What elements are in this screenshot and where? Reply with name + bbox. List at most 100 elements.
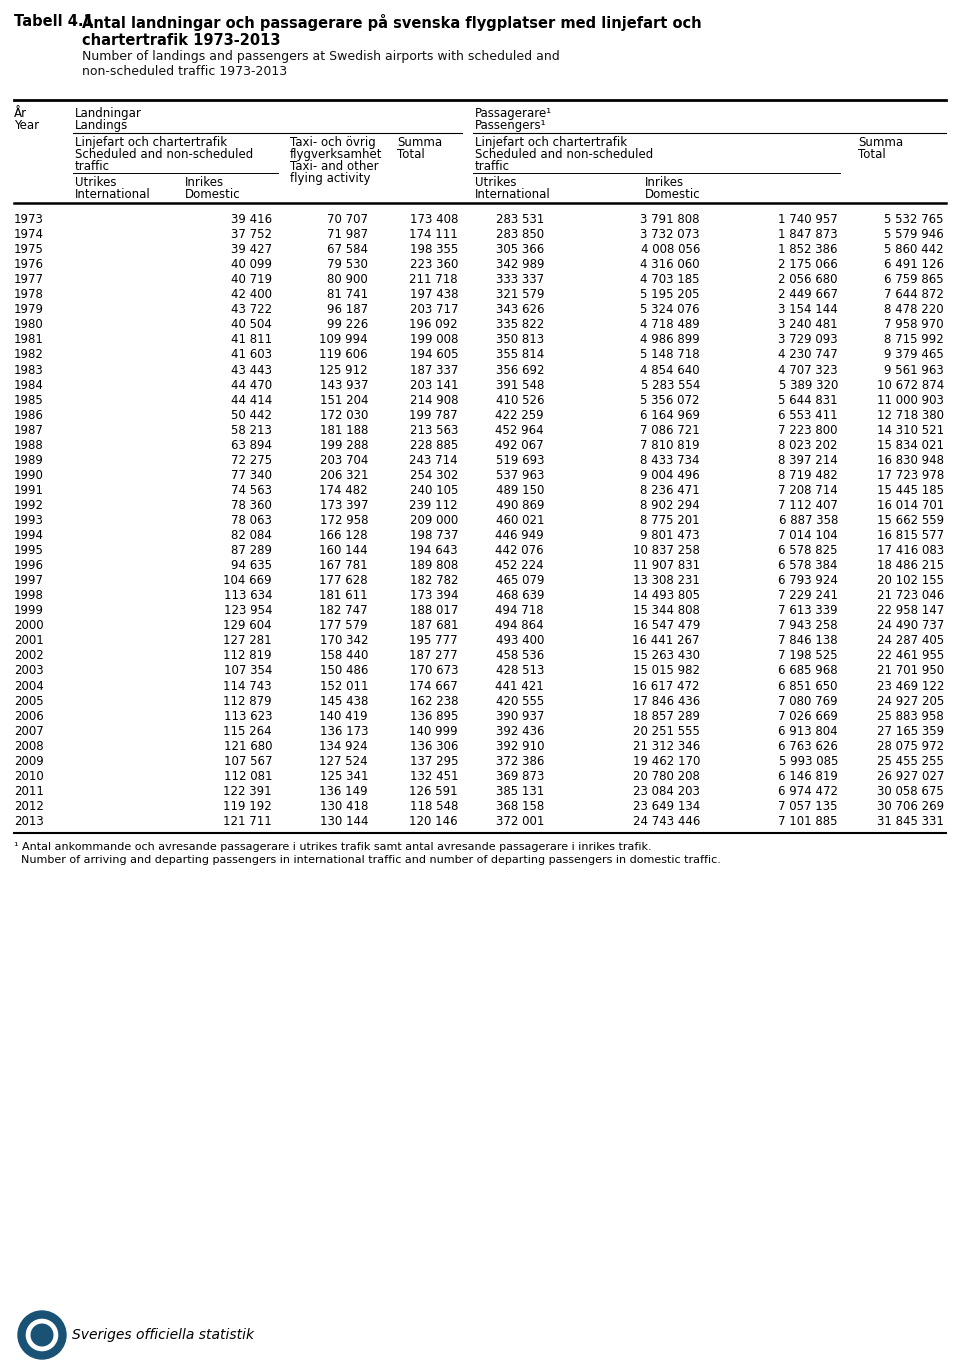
Text: 12 718 380: 12 718 380 <box>877 409 944 421</box>
Text: 20 780 208: 20 780 208 <box>634 770 700 783</box>
Text: 174 482: 174 482 <box>320 484 368 497</box>
Text: 6 553 411: 6 553 411 <box>779 409 838 421</box>
Text: 10 837 258: 10 837 258 <box>634 545 700 557</box>
Text: 7 208 714: 7 208 714 <box>779 484 838 497</box>
Text: 7 026 669: 7 026 669 <box>779 709 838 723</box>
Text: 1993: 1993 <box>14 514 44 527</box>
Text: 203 717: 203 717 <box>410 303 458 317</box>
Text: 6 887 358: 6 887 358 <box>779 514 838 527</box>
Text: 104 669: 104 669 <box>224 575 272 587</box>
Text: Tabell 4.1: Tabell 4.1 <box>14 14 94 29</box>
Text: 125 341: 125 341 <box>320 770 368 783</box>
Text: 5 195 205: 5 195 205 <box>640 288 700 302</box>
Text: 2003: 2003 <box>14 664 43 678</box>
Text: 203 141: 203 141 <box>410 379 458 391</box>
Text: 392 436: 392 436 <box>495 724 544 738</box>
Text: 80 900: 80 900 <box>327 273 368 287</box>
Text: 10 672 874: 10 672 874 <box>876 379 944 391</box>
Text: 420 555: 420 555 <box>495 694 544 708</box>
Text: 468 639: 468 639 <box>495 589 544 602</box>
Text: 1976: 1976 <box>14 258 44 272</box>
Text: 15 015 982: 15 015 982 <box>633 664 700 678</box>
Text: 6 578 825: 6 578 825 <box>779 545 838 557</box>
Text: 195 777: 195 777 <box>409 634 458 648</box>
Text: 7 057 135: 7 057 135 <box>779 800 838 814</box>
Text: 174 667: 174 667 <box>409 679 458 693</box>
Text: 28 075 972: 28 075 972 <box>876 740 944 753</box>
Text: 305 366: 305 366 <box>495 243 544 257</box>
Text: Total: Total <box>397 148 424 161</box>
Text: 17 723 978: 17 723 978 <box>876 469 944 482</box>
Text: Passengers¹: Passengers¹ <box>475 119 546 132</box>
Text: International: International <box>475 188 551 202</box>
Text: 5 993 085: 5 993 085 <box>779 755 838 768</box>
Text: 196 092: 196 092 <box>409 318 458 332</box>
Text: Linjefart och chartertrafik: Linjefart och chartertrafik <box>75 136 228 150</box>
Text: 8 397 214: 8 397 214 <box>779 454 838 466</box>
Text: 8 433 734: 8 433 734 <box>640 454 700 466</box>
Text: 31 845 331: 31 845 331 <box>877 815 944 827</box>
Text: Inrikes: Inrikes <box>185 176 224 189</box>
Text: 22 958 147: 22 958 147 <box>876 604 944 617</box>
Text: Passagerare¹: Passagerare¹ <box>475 107 552 119</box>
Text: Landings: Landings <box>75 119 129 132</box>
Text: 1985: 1985 <box>14 394 44 406</box>
Text: 372 001: 372 001 <box>495 815 544 827</box>
Text: 410 526: 410 526 <box>495 394 544 406</box>
Text: 350 813: 350 813 <box>496 333 544 346</box>
Text: 77 340: 77 340 <box>231 469 272 482</box>
Text: 4 986 899: 4 986 899 <box>640 333 700 346</box>
Text: 465 079: 465 079 <box>495 575 544 587</box>
Text: 23 084 203: 23 084 203 <box>634 785 700 799</box>
Text: 6 578 384: 6 578 384 <box>779 560 838 572</box>
Text: 22 461 955: 22 461 955 <box>876 649 944 663</box>
Text: 70 707: 70 707 <box>327 213 368 226</box>
Text: 170 673: 170 673 <box>410 664 458 678</box>
Text: 187 277: 187 277 <box>409 649 458 663</box>
Text: 1983: 1983 <box>14 364 44 376</box>
Text: 342 989: 342 989 <box>495 258 544 272</box>
Text: 82 084: 82 084 <box>231 530 272 542</box>
Text: 160 144: 160 144 <box>320 545 368 557</box>
Circle shape <box>26 1320 58 1350</box>
Text: 1974: 1974 <box>14 228 44 241</box>
Text: 392 910: 392 910 <box>495 740 544 753</box>
Text: 71 987: 71 987 <box>326 228 368 241</box>
Text: Scheduled and non-scheduled: Scheduled and non-scheduled <box>75 148 253 161</box>
Text: 2000: 2000 <box>14 619 43 632</box>
Text: 199 787: 199 787 <box>409 409 458 421</box>
Text: 21 701 950: 21 701 950 <box>876 664 944 678</box>
Text: 172 030: 172 030 <box>320 409 368 421</box>
Text: 109 994: 109 994 <box>320 333 368 346</box>
Text: 7 112 407: 7 112 407 <box>779 499 838 512</box>
Text: 137 295: 137 295 <box>410 755 458 768</box>
Text: International: International <box>75 188 151 202</box>
Text: 136 173: 136 173 <box>320 724 368 738</box>
Circle shape <box>31 1324 53 1346</box>
Text: 27 165 359: 27 165 359 <box>876 724 944 738</box>
Text: Scheduled and non-scheduled: Scheduled and non-scheduled <box>475 148 653 161</box>
Text: 15 662 559: 15 662 559 <box>876 514 944 527</box>
Text: 7 613 339: 7 613 339 <box>779 604 838 617</box>
Text: 452 224: 452 224 <box>495 560 544 572</box>
Text: 24 490 737: 24 490 737 <box>876 619 944 632</box>
Text: 441 421: 441 421 <box>495 679 544 693</box>
Text: 8 478 220: 8 478 220 <box>884 303 944 317</box>
Text: 3 729 093: 3 729 093 <box>779 333 838 346</box>
Text: 78 063: 78 063 <box>231 514 272 527</box>
Text: 43 722: 43 722 <box>230 303 272 317</box>
Text: 136 149: 136 149 <box>320 785 368 799</box>
Text: 16 617 472: 16 617 472 <box>633 679 700 693</box>
Text: 355 814: 355 814 <box>495 348 544 361</box>
Text: 187 681: 187 681 <box>410 619 458 632</box>
Text: 40 099: 40 099 <box>231 258 272 272</box>
Text: 5 389 320: 5 389 320 <box>779 379 838 391</box>
Text: 118 548: 118 548 <box>410 800 458 814</box>
Text: 20 102 155: 20 102 155 <box>877 575 944 587</box>
Text: 2007: 2007 <box>14 724 44 738</box>
Text: 136 306: 136 306 <box>410 740 458 753</box>
Text: 40 719: 40 719 <box>230 273 272 287</box>
Text: 490 869: 490 869 <box>495 499 544 512</box>
Text: 7 958 970: 7 958 970 <box>884 318 944 332</box>
Text: 37 752: 37 752 <box>231 228 272 241</box>
